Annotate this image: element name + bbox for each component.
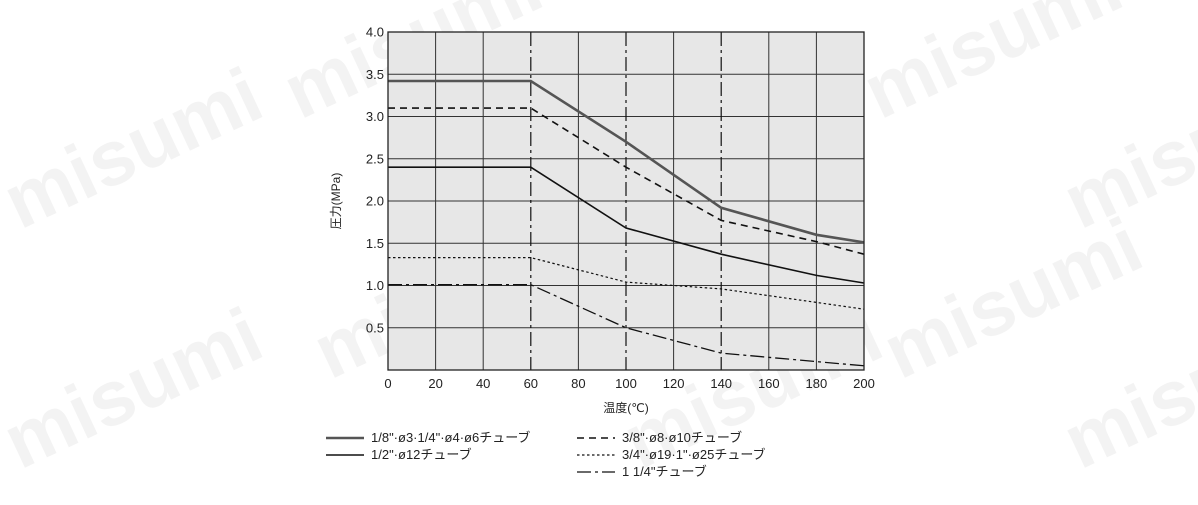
x-axis-title: 温度(℃): [603, 400, 648, 415]
axis-layer: 0 20 40 60 80 100 120 140 160 180 200 0.5 1.0 1.5 2.0 2…: [329, 25, 875, 416]
series-line-1: [388, 79, 865, 244]
series-line-5: [388, 284, 865, 367]
x-tick-label: 100: [615, 376, 637, 391]
x-tick-label: 140: [710, 376, 732, 391]
legend-label-3: 1/2"·ø12チューブ: [371, 447, 472, 462]
series-line-4: [388, 257, 865, 310]
x-tick-label: 120: [663, 376, 685, 391]
series-line-2: [388, 107, 865, 255]
x-tick-label: 160: [758, 376, 780, 391]
x-tick-label: 200: [853, 376, 875, 391]
x-tick-label: 180: [806, 376, 828, 391]
x-tick-label: 40: [476, 376, 490, 391]
series-layer: [388, 79, 865, 367]
legend-layer: 1/8"·ø3·1/4"·ø4·ø6チューブ 3/8"·ø8·ø10チューブ 1/2…: [326, 430, 766, 479]
legend-label-1: 1/8"·ø3·1/4"·ø4·ø6チューブ: [371, 430, 530, 445]
watermark-text: misumi: [0, 290, 275, 485]
x-tick-label: 60: [524, 376, 538, 391]
y-tick-label: 2.0: [366, 194, 384, 209]
series-line-3: [388, 166, 865, 284]
y-tick-label: 0.5: [366, 320, 384, 335]
grid-layer: [388, 32, 864, 370]
x-tick-label: 20: [428, 376, 442, 391]
plot-frame: [387, 31, 865, 371]
y-tick-label: 4.0: [366, 25, 384, 40]
legend-label-5: 1 1/4"チューブ: [622, 464, 707, 479]
y-tick-label: 3.0: [366, 109, 384, 124]
y-axis-title: 圧力(MPa): [329, 173, 343, 230]
y-tick-label: 1.0: [366, 278, 384, 293]
watermark-text: misumi: [0, 50, 275, 245]
legend-label-2: 3/8"·ø8·ø10チューブ: [622, 430, 742, 445]
x-tick-label: 0: [384, 376, 391, 391]
y-tick-label: 2.5: [366, 151, 384, 166]
watermark-text: misumi: [1050, 290, 1198, 485]
y-tick-label: 1.5: [366, 236, 384, 251]
watermark-text: misumi: [870, 200, 1155, 395]
y-tick-label: 3.5: [366, 67, 384, 82]
x-tick-label: 80: [571, 376, 585, 391]
watermark-text: misumi: [850, 0, 1135, 135]
legend-label-4: 3/4"·ø19·1"·ø25チューブ: [622, 447, 766, 462]
